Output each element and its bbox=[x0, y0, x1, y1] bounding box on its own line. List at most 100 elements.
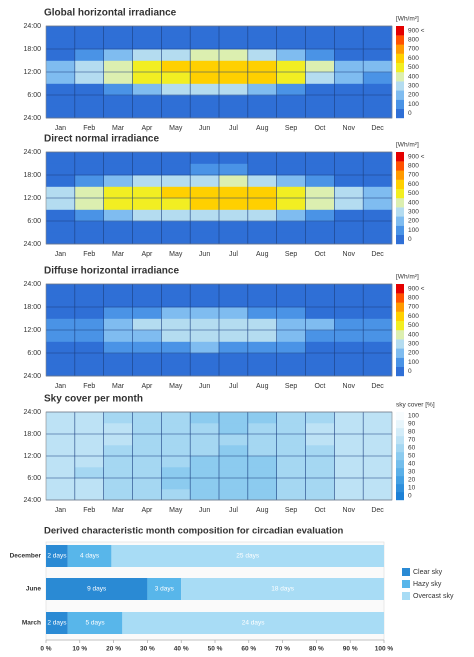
colorbar-swatch bbox=[396, 53, 404, 63]
y-tick-label: 24:00 bbox=[23, 409, 41, 416]
heat-cell bbox=[247, 95, 277, 107]
heat-cell bbox=[161, 295, 191, 308]
heat-cell bbox=[305, 307, 335, 319]
heat-cell bbox=[219, 364, 249, 377]
heat-cell bbox=[103, 83, 133, 96]
heat-cell bbox=[103, 364, 133, 377]
colorbar-label: 200 bbox=[408, 218, 419, 225]
heat-cell bbox=[190, 95, 220, 107]
heat-cell bbox=[190, 353, 220, 365]
heat-cell bbox=[190, 456, 220, 468]
heat-cell bbox=[334, 445, 364, 457]
x-tick-label: Oct bbox=[314, 383, 325, 390]
colorbar-label: 900 < bbox=[408, 153, 425, 160]
colorbar-swatch bbox=[396, 108, 404, 119]
colorbar-label: 0 bbox=[408, 110, 412, 117]
heat-cell bbox=[103, 95, 133, 107]
heat-cell bbox=[247, 221, 277, 233]
heat-cell bbox=[363, 434, 393, 446]
heat-cell bbox=[247, 423, 277, 435]
heat-cell bbox=[363, 95, 393, 107]
y-tick-label: 6:00 bbox=[27, 218, 41, 225]
heat-cell bbox=[363, 423, 393, 435]
heat-cell bbox=[190, 209, 220, 222]
colorbar-label: 900 < bbox=[408, 27, 425, 34]
heat-cell bbox=[219, 175, 249, 187]
colorbar-label: 400 bbox=[408, 199, 419, 206]
heat-cell bbox=[334, 175, 364, 187]
heat-cell bbox=[219, 412, 249, 424]
heat-cell bbox=[363, 489, 393, 501]
heat-cell bbox=[46, 26, 76, 38]
heat-cell bbox=[190, 284, 220, 296]
heat-cell bbox=[103, 489, 133, 501]
heat-cell bbox=[247, 106, 277, 119]
heat-cell bbox=[190, 341, 220, 354]
heat-cell bbox=[74, 456, 104, 468]
heat-cell bbox=[190, 478, 220, 490]
value-label: 4 days bbox=[80, 553, 100, 560]
heat-cell bbox=[219, 489, 249, 501]
heat-cell bbox=[247, 37, 277, 50]
heat-cell bbox=[363, 445, 393, 457]
heat-cell bbox=[132, 295, 162, 308]
heat-cell bbox=[190, 60, 220, 73]
colorbar-label: 0 bbox=[408, 368, 412, 375]
colorbar-swatch bbox=[396, 468, 404, 477]
heat-cell bbox=[363, 284, 393, 296]
x-tick-label: Oct bbox=[314, 251, 325, 258]
legend-swatch bbox=[402, 580, 410, 588]
heat-cell bbox=[219, 209, 249, 222]
heat-cell bbox=[46, 295, 76, 308]
heat-cell bbox=[190, 467, 220, 479]
heat-cell bbox=[103, 341, 133, 354]
heat-cell bbox=[305, 330, 335, 342]
colorbar-label: 700 bbox=[408, 172, 419, 179]
colorbar-label: 200 bbox=[408, 350, 419, 357]
heat-cell bbox=[305, 209, 335, 222]
x-tick-label: Jan bbox=[55, 383, 66, 390]
heat-cell bbox=[132, 330, 162, 342]
heat-cell bbox=[247, 186, 277, 199]
colorbar-label: 600 bbox=[408, 313, 419, 320]
colorbar-swatch bbox=[396, 484, 404, 493]
heat-cell bbox=[161, 423, 191, 435]
heat-cell bbox=[46, 232, 76, 245]
heat-cell bbox=[46, 318, 76, 331]
heat-cell bbox=[74, 95, 104, 107]
heat-cell bbox=[190, 295, 220, 308]
heat-cell bbox=[132, 364, 162, 377]
value-label: 5 days bbox=[85, 620, 105, 627]
heat-cell bbox=[190, 318, 220, 331]
colorbar-swatch bbox=[396, 234, 404, 245]
x-tick-label: 60 % bbox=[241, 646, 256, 653]
heat-cell bbox=[247, 467, 277, 479]
heat-cell bbox=[190, 221, 220, 233]
heat-cell bbox=[74, 353, 104, 365]
heat-cell bbox=[74, 209, 104, 222]
heat-cell bbox=[46, 307, 76, 319]
x-tick-label: Apr bbox=[141, 251, 153, 258]
heat-cell bbox=[132, 456, 162, 468]
colorbar-swatch bbox=[396, 170, 404, 180]
colorbar-swatch bbox=[396, 428, 404, 437]
x-tick-label: Jan bbox=[55, 125, 66, 132]
heat-cell bbox=[161, 467, 191, 479]
heat-cell bbox=[103, 353, 133, 365]
heat-cell bbox=[132, 175, 162, 187]
x-tick-label: May bbox=[169, 507, 183, 514]
heat-cell bbox=[247, 72, 277, 84]
heat-cell bbox=[132, 221, 162, 233]
y-tick-label: 24:00 bbox=[23, 149, 41, 156]
heat-cell bbox=[190, 330, 220, 342]
heat-cell bbox=[363, 478, 393, 490]
heat-cell bbox=[219, 72, 249, 84]
x-tick-label: Aug bbox=[256, 383, 269, 390]
heat-cell bbox=[305, 353, 335, 365]
heat-cell bbox=[190, 37, 220, 50]
heat-cell bbox=[305, 26, 335, 38]
heat-cell bbox=[247, 295, 277, 308]
heat-cell bbox=[334, 364, 364, 377]
heat-cell bbox=[103, 330, 133, 342]
heat-cell bbox=[363, 83, 393, 96]
